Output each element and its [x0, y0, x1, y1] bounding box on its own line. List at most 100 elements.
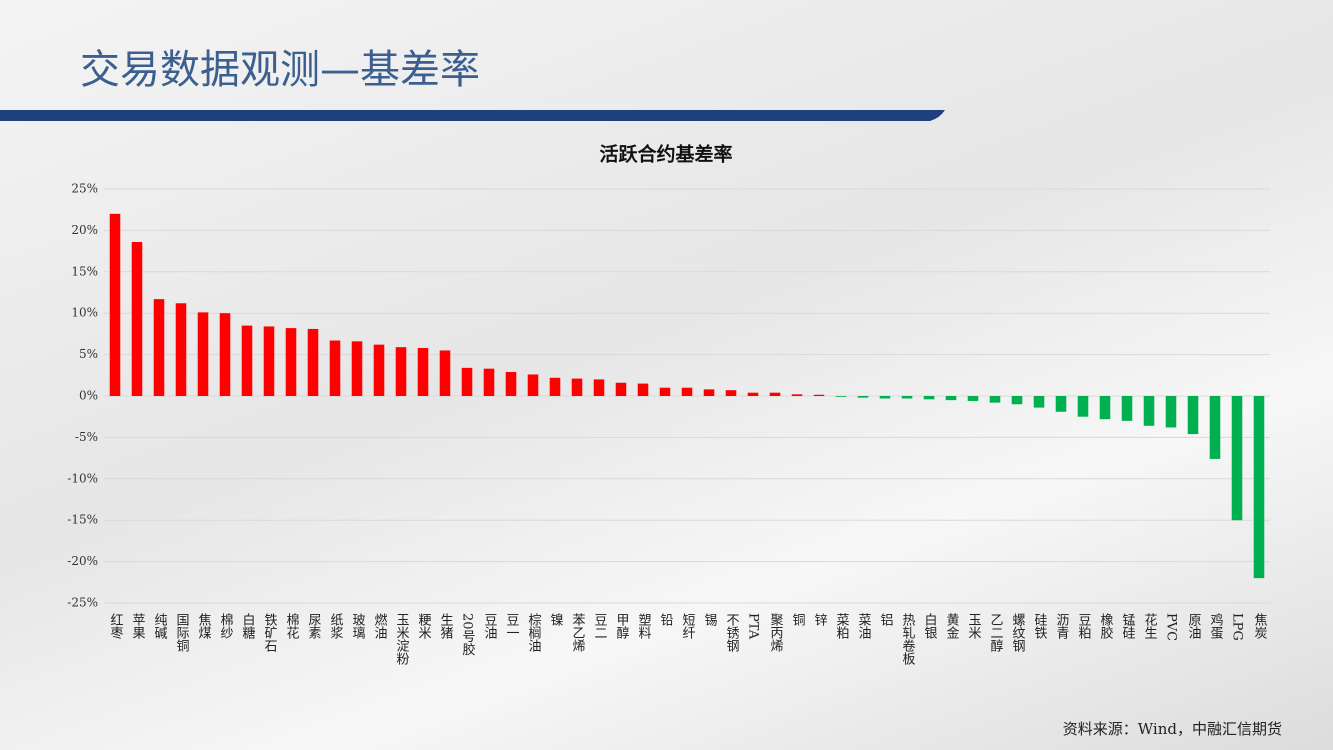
bar — [219, 313, 231, 396]
y-tick-label: 10% — [71, 306, 98, 320]
bar — [725, 390, 737, 396]
bar — [1231, 396, 1243, 521]
x-tick-label: 20号胶 — [460, 613, 476, 657]
x-tick-label: 锌 — [812, 613, 828, 626]
x-tick-label: 纸浆 — [328, 613, 344, 639]
x-tick-label: 沥青 — [1054, 613, 1070, 639]
bar — [769, 392, 781, 396]
x-tick-label: 棉纱 — [218, 613, 234, 639]
source-note: 资料来源：Wind，中融汇信期货 — [1063, 720, 1282, 738]
x-tick-label: PTA — [746, 613, 761, 640]
bar — [1165, 396, 1177, 428]
x-tick-label: 螺纹钢 — [1010, 613, 1026, 653]
x-tick-label: 硅铁 — [1032, 613, 1048, 639]
x-tick-label: 原油 — [1186, 613, 1202, 639]
bar — [1011, 396, 1023, 405]
bar — [153, 299, 165, 396]
x-tick-label: 锰硅 — [1120, 613, 1136, 639]
x-tick-label: 乙二醇 — [988, 613, 1004, 652]
x-tick-label: 国际铜 — [174, 613, 190, 652]
y-tick-label: -15% — [67, 513, 98, 527]
bar — [1033, 396, 1045, 408]
bar — [1187, 396, 1199, 435]
bar — [879, 396, 891, 399]
x-tick-label: 菜粕 — [834, 613, 850, 639]
x-tick-label: 白糖 — [240, 612, 256, 640]
x-tick-label: 铅 — [658, 613, 674, 626]
x-tick-label: 聚丙烯 — [768, 613, 784, 652]
x-tick-label: 甲醇 — [614, 613, 630, 639]
x-tick-label: 橡胶 — [1098, 613, 1114, 640]
x-tick-label: 鸡蛋 — [1208, 612, 1224, 640]
x-tick-label: 焦煤 — [196, 613, 212, 639]
x-tick-label: 黄金 — [944, 613, 960, 639]
bar — [461, 367, 473, 396]
bar — [791, 394, 803, 396]
x-tick-label: 焦炭 — [1252, 613, 1268, 640]
bar — [857, 396, 869, 398]
bar — [901, 396, 913, 399]
x-tick-label: 玻璃 — [350, 613, 366, 639]
bar — [1209, 396, 1221, 459]
bar — [1143, 396, 1155, 426]
x-tick-label: 铝 — [878, 613, 894, 626]
y-tick-label: -10% — [67, 471, 98, 485]
x-tick-label: 红枣 — [108, 612, 124, 639]
bar — [1077, 396, 1089, 417]
y-tick-label: 20% — [71, 223, 98, 237]
bar — [307, 328, 319, 396]
x-tick-label: 玉米淀粉 — [394, 613, 410, 665]
bar — [439, 350, 451, 396]
x-tick-label: 豆粕 — [1076, 613, 1092, 639]
y-tick-label: 25% — [71, 182, 98, 196]
bar — [835, 396, 847, 397]
bar — [703, 389, 715, 396]
x-tick-label: 棉花 — [284, 613, 300, 640]
bar — [351, 341, 363, 396]
bar — [747, 392, 759, 396]
x-tick-label: 锡 — [702, 613, 718, 626]
x-tick-label: 不锈钢 — [724, 613, 740, 653]
bar — [241, 325, 253, 396]
y-tick-label: -25% — [67, 596, 98, 610]
x-tick-label: PVC — [1164, 613, 1179, 641]
x-tick-label: 豆一 — [504, 613, 520, 639]
x-tick-label: 生猪 — [438, 613, 454, 639]
bar — [945, 396, 957, 401]
x-tick-label: 镍 — [548, 613, 564, 626]
bar — [593, 379, 605, 396]
x-tick-label: 白银 — [922, 612, 938, 639]
bar — [615, 382, 627, 396]
x-tick-label: 苯乙烯 — [570, 613, 586, 652]
x-tick-label: 纯碱 — [152, 613, 168, 639]
bar — [505, 371, 517, 396]
bar — [395, 347, 407, 396]
y-tick-label: 0% — [79, 389, 98, 403]
x-tick-label: 热轧卷板 — [900, 613, 916, 666]
bar — [263, 326, 275, 396]
bar — [923, 396, 935, 400]
x-tick-label: 燃油 — [372, 612, 388, 639]
x-tick-label: 苹果 — [130, 613, 146, 639]
x-tick-label: 豆二 — [592, 613, 608, 639]
bar — [967, 396, 979, 401]
bar — [197, 312, 209, 396]
bar — [417, 347, 429, 396]
x-tick-label: LPG — [1230, 613, 1245, 641]
bar — [329, 340, 341, 396]
slide-title: 交易数据观测—基差率 — [80, 47, 480, 93]
bar — [637, 383, 649, 396]
x-tick-label: 短纤 — [680, 613, 696, 639]
bar — [681, 387, 693, 396]
header-band — [0, 110, 945, 121]
bar — [131, 241, 143, 396]
x-tick-label: 铁矿石 — [262, 613, 278, 652]
x-tick-label: 棕榈油 — [526, 613, 542, 652]
bar — [285, 328, 297, 396]
x-tick-label: 玉米 — [966, 613, 982, 639]
bar — [1253, 396, 1265, 579]
bar — [659, 387, 671, 396]
bar — [1121, 396, 1133, 421]
x-tick-label: 花生 — [1142, 612, 1158, 639]
